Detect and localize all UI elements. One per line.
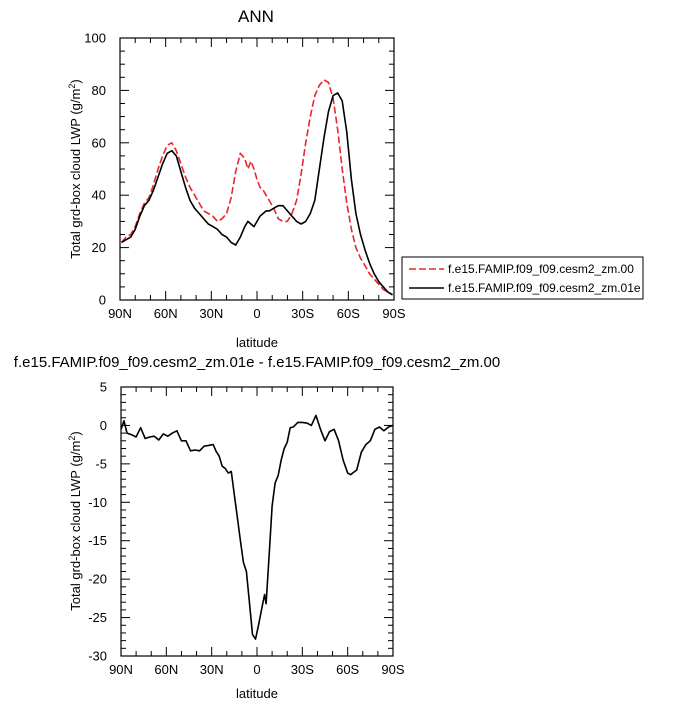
top-x-tick-label: 30N [199,306,223,321]
bottom-x-tick-label: 90S [381,662,404,677]
bottom-y-tick-label: -25 [88,610,107,625]
top-axes: 90N 60N 30N 0 30S 60S 90S 0 20 40 60 80 100 [84,31,406,322]
top-series-line-0 [120,79,393,296]
bottom-x-tick-label: 30N [200,662,224,677]
bottom-title: f.e15.FAMIP.f09_f09.cesm2_zm.01e - f.e15… [14,354,500,371]
top-x-tick-label: 90N [108,306,132,321]
bottom-x-tick-label: 0 [253,662,260,677]
top-line-layer [120,79,393,296]
bottom-y-tick-label: -30 [88,649,107,664]
top-x-tick-label: 60S [337,306,360,321]
top-x-tick-label: 0 [253,306,260,321]
bottom-x-tick-label: 30S [291,662,314,677]
bottom-y-axis-label-close: ) [68,431,83,435]
top-y-tick-label: 0 [99,293,106,308]
top-x-tick-label: 30S [291,306,314,321]
top-y-tick-label: 80 [92,83,106,98]
top-y-axis-label: Total grd-box cloud LWP (g/m2) [67,79,83,258]
top-y-tick-label: 40 [92,188,106,203]
bottom-y-axis-label-base: Total grd-box cloud LWP (g/m [68,441,83,611]
top-y-axis-label-close: ) [68,79,83,83]
top-panel: ANN 90N 60N 30N 0 30S 60S 90S 0 20 40 60 80 100 lati… [67,7,406,350]
top-y-tick-label: 100 [84,31,106,46]
bottom-line-layer [120,414,394,640]
bottom-y-tick-label: -10 [88,495,107,510]
bottom-y-axis-label-sup: 2 [67,436,77,441]
top-title: ANN [238,7,274,26]
top-x-tick-label: 90S [382,306,405,321]
top-x-tick-label: 60N [154,306,178,321]
bottom-y-tick-label: -5 [95,456,107,471]
bottom-y-tick-label: 5 [100,380,107,395]
top-y-axis-label-sup: 2 [67,84,77,89]
bottom-y-tick-label: 0 [100,418,107,433]
legend-label-01e: f.e15.FAMIP.f09_f09.cesm2_zm.01e [448,281,641,295]
bottom-x-axis-label: latitude [236,686,278,701]
top-series-line-1 [121,92,393,296]
legend: f.e15.FAMIP.f09_f09.cesm2_zm.00 f.e15.FA… [401,256,644,300]
bottom-x-tick-label: 60S [336,662,359,677]
bottom-series-line-0 [120,414,394,640]
bottom-y-axis-label: Total grd-box cloud LWP (g/m2) [67,431,83,610]
bottom-plot-frame [120,386,394,657]
bottom-panel: f.e15.FAMIP.f09_f09.cesm2_zm.01e - f.e15… [14,354,500,701]
top-y-axis-label-base: Total grd-box cloud LWP (g/m [68,89,83,259]
bottom-y-tick-label: -15 [88,533,107,548]
bottom-x-tick-label: 90N [109,662,133,677]
legend-label-00: f.e15.FAMIP.f09_f09.cesm2_zm.00 [448,262,634,276]
top-y-tick-label: 60 [92,135,106,150]
top-x-axis-label: latitude [236,335,278,350]
bottom-y-tick-label: -20 [88,572,107,587]
legend-box [401,256,644,300]
bottom-axes: 90N 60N 30N 0 30S 60S 90S -30 -25 -20 -15 -10 -5 0 5 [88,380,405,678]
bottom-x-tick-label: 60N [154,662,178,677]
top-y-tick-label: 20 [92,240,106,255]
